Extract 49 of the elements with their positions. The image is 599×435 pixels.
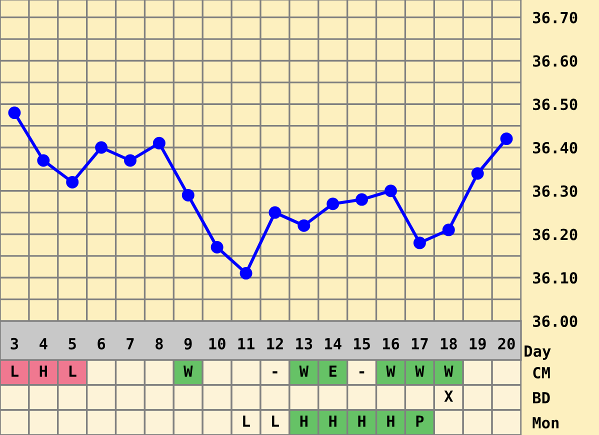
text: W bbox=[444, 366, 454, 377]
text: H bbox=[300, 416, 308, 427]
x-tick-label: 9 bbox=[184, 338, 192, 350]
category-label: CM bbox=[533, 366, 550, 379]
x-tick-label: 7 bbox=[126, 338, 134, 350]
text: H bbox=[40, 366, 47, 377]
x-axis-title: Day bbox=[524, 346, 551, 360]
x-tick-label: 16 bbox=[382, 338, 400, 350]
y-tick-label: 36.10 bbox=[533, 272, 578, 284]
y-tick-label: 36.30 bbox=[533, 185, 578, 197]
x-tick-label: 15 bbox=[354, 338, 370, 350]
x-tick-label: 13 bbox=[296, 338, 312, 350]
x-tick-label: 6 bbox=[98, 338, 106, 350]
y-tick-label: 36.50 bbox=[533, 98, 578, 110]
text: L bbox=[12, 366, 18, 377]
x-tick-label: 12 bbox=[267, 338, 283, 350]
text: H bbox=[329, 416, 336, 427]
text: P bbox=[416, 416, 424, 427]
text: X bbox=[444, 390, 454, 402]
text: - bbox=[272, 371, 278, 374]
x-tick-label: 4 bbox=[40, 338, 48, 350]
x-tick-label: 8 bbox=[156, 338, 163, 350]
text: H bbox=[358, 416, 366, 427]
x-tick-label: 5 bbox=[68, 338, 76, 350]
text: L bbox=[272, 416, 279, 427]
y-tick-label: 36.40 bbox=[533, 142, 578, 154]
x-tick-label: 20 bbox=[498, 338, 515, 350]
text: W bbox=[184, 366, 193, 377]
y-tick-label: 36.20 bbox=[533, 228, 578, 240]
x-tick-label: 14 bbox=[325, 338, 342, 350]
text: W bbox=[415, 366, 424, 377]
text: W bbox=[299, 366, 309, 377]
y-tick-label: 36.70 bbox=[533, 12, 578, 24]
text: L bbox=[69, 366, 76, 377]
x-tick-label: 3 bbox=[10, 338, 18, 350]
text: E bbox=[330, 366, 336, 377]
x-tick-label: 18 bbox=[440, 338, 457, 350]
text: L bbox=[243, 416, 250, 427]
text: - bbox=[359, 371, 364, 374]
x-tick-label: 10 bbox=[209, 338, 226, 350]
x-tick-label: 17 bbox=[412, 338, 428, 350]
text: W bbox=[386, 366, 396, 377]
text: H bbox=[387, 416, 394, 427]
category-label: Mon bbox=[532, 417, 558, 429]
x-tick-label: 19 bbox=[470, 338, 486, 350]
x-tick-label: 11 bbox=[238, 338, 254, 350]
category-label: BD bbox=[533, 392, 550, 404]
y-tick-label: 36.60 bbox=[533, 55, 578, 67]
y-tick-label: 36.00 bbox=[533, 315, 578, 328]
